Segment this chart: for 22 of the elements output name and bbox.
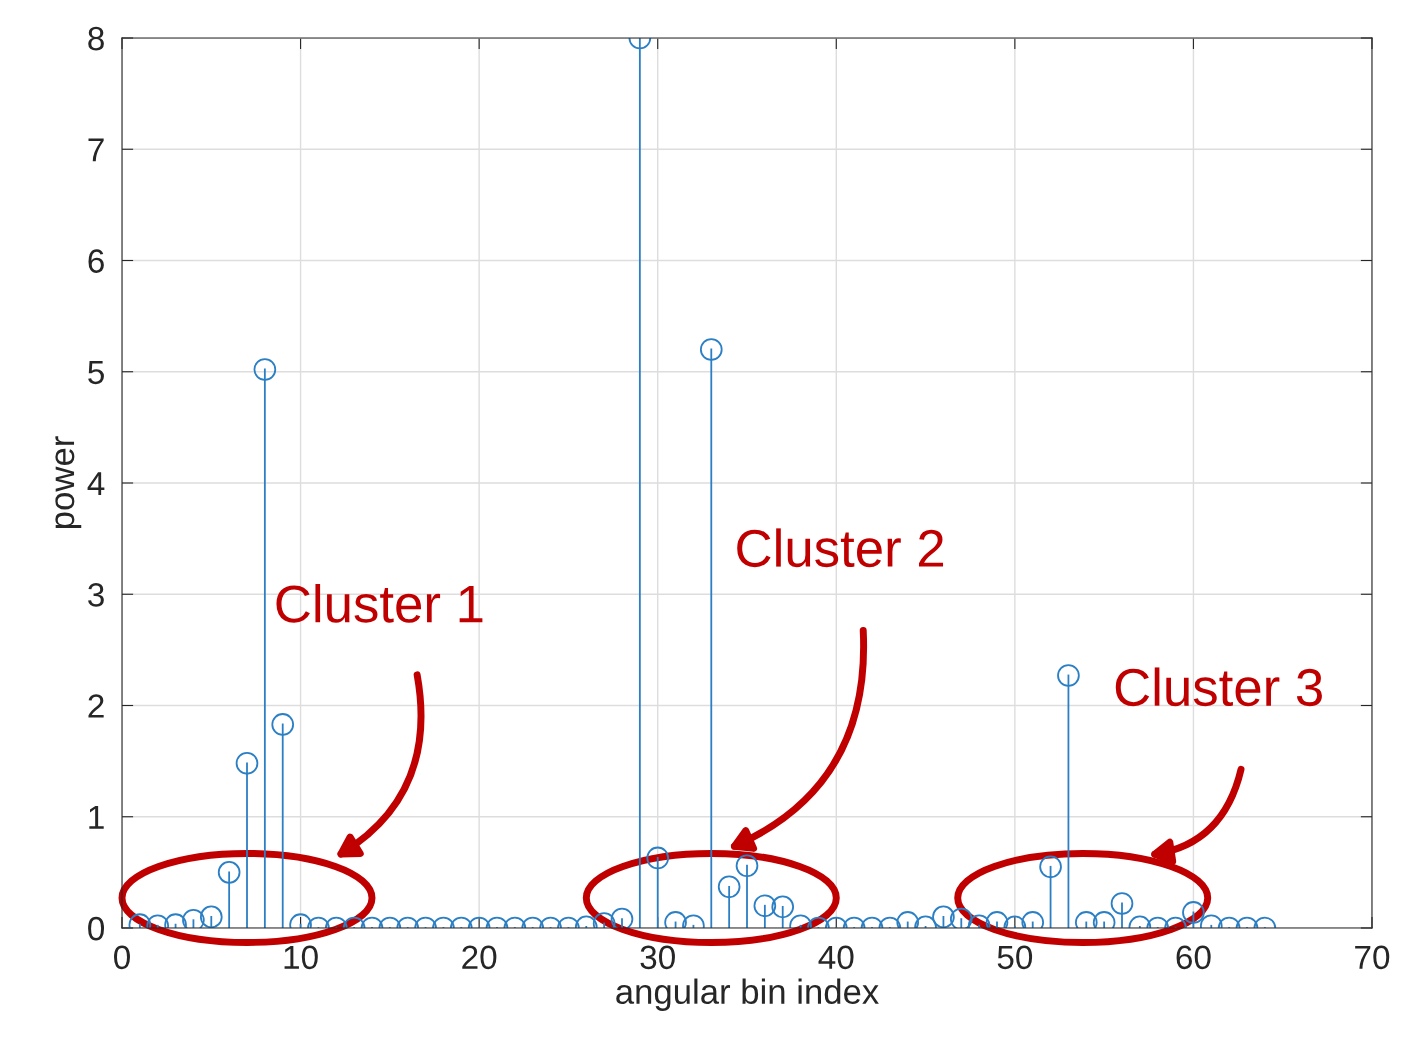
- x-tick-label: 30: [640, 945, 675, 970]
- y-tick-label: 2: [88, 694, 104, 718]
- annotation: Cluster 2: [737, 528, 944, 568]
- x-tick-label: 40: [818, 945, 854, 970]
- y-tick-label: 7: [88, 138, 104, 162]
- x-tick-label: 70: [1355, 945, 1390, 970]
- y-tick-label: 0: [88, 916, 105, 941]
- x-tick-label: 0: [114, 945, 130, 970]
- y-tick-label: 5: [88, 360, 104, 385]
- x-tick-label: 60: [1176, 945, 1211, 970]
- x-tick-label: 10: [284, 945, 318, 970]
- annotation: Cluster 3: [1115, 667, 1322, 707]
- y-tick-label: 4: [87, 472, 105, 496]
- x-tick-label: 50: [997, 945, 1033, 970]
- x-axis-title: angular bin index: [616, 978, 879, 1011]
- y-tick-label: 3: [88, 583, 104, 607]
- y-tick-label: 6: [88, 249, 104, 273]
- y-tick-label: 8: [88, 26, 104, 51]
- y-axis-title: power: [55, 436, 82, 529]
- annotation: Cluster 1: [276, 583, 483, 623]
- x-tick-label: 20: [462, 945, 497, 970]
- y-tick-label: 1: [89, 805, 104, 829]
